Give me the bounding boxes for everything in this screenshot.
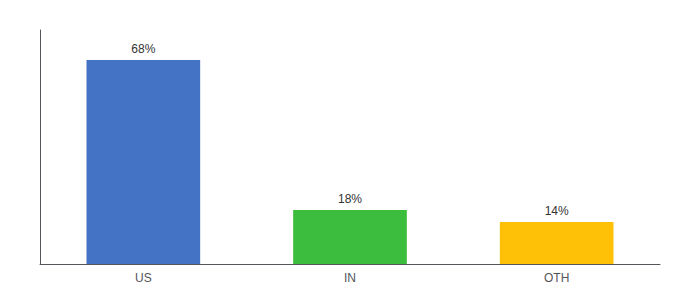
svg-text:14%: 14% <box>545 204 569 218</box>
svg-text:US: US <box>135 271 152 285</box>
svg-text:18%: 18% <box>338 192 362 206</box>
svg-text:OTH: OTH <box>544 271 569 285</box>
svg-text:IN: IN <box>344 271 356 285</box>
svg-text:68%: 68% <box>131 42 155 56</box>
